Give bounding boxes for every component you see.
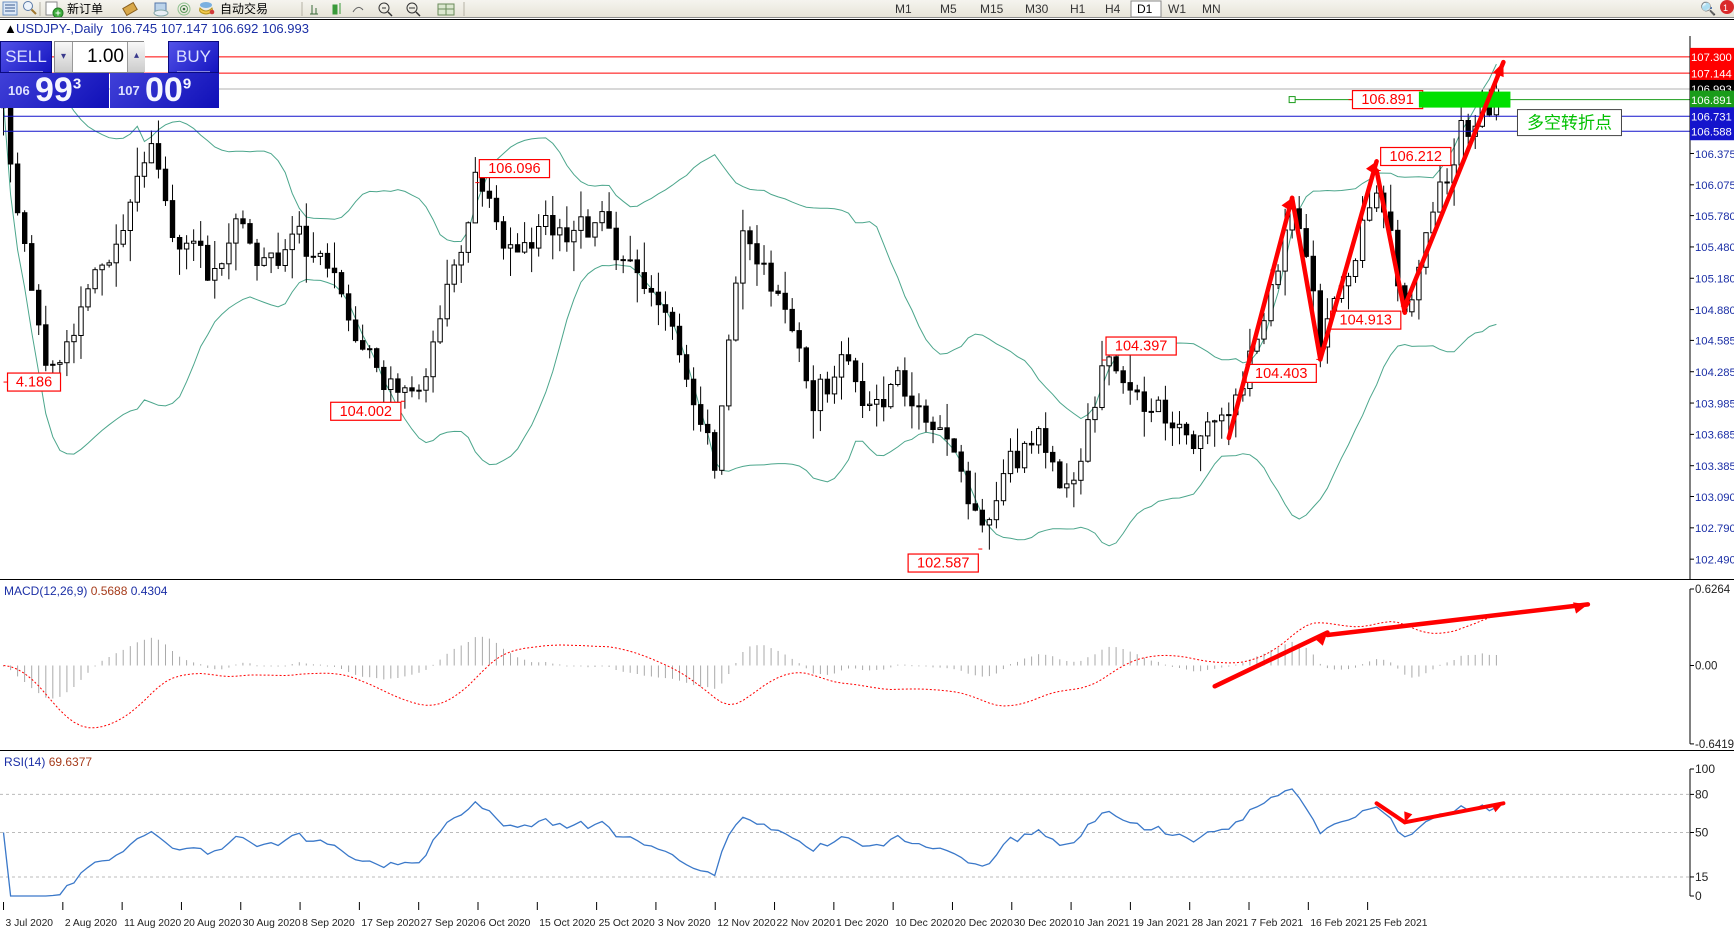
svg-text:102.790: 102.790 <box>1695 523 1734 535</box>
svg-text:2 Aug 2020: 2 Aug 2020 <box>65 918 117 929</box>
svg-text:103.985: 103.985 <box>1695 398 1734 410</box>
svg-text:30 Aug 2020: 30 Aug 2020 <box>243 918 301 929</box>
svg-text:104.913: 104.913 <box>1340 313 1392 329</box>
svg-text:103.385: 103.385 <box>1695 461 1734 473</box>
svg-text:106.588: 106.588 <box>1691 127 1732 139</box>
svg-text:MN: MN <box>1202 2 1221 16</box>
svg-text:D1: D1 <box>1137 2 1153 16</box>
svg-text:106.212: 106.212 <box>1390 149 1442 165</box>
svg-text:28 Jan 2021: 28 Jan 2021 <box>1192 918 1249 929</box>
svg-text:M1: M1 <box>895 2 912 16</box>
svg-text:30 Dec 2020: 30 Dec 2020 <box>1014 918 1073 929</box>
svg-text:15 Oct 2020: 15 Oct 2020 <box>539 918 595 929</box>
svg-text:7 Feb 2021: 7 Feb 2021 <box>1251 918 1303 929</box>
svg-text:100: 100 <box>1695 762 1715 776</box>
svg-text:1: 1 <box>1723 3 1728 13</box>
svg-text:20 Dec 2020: 20 Dec 2020 <box>954 918 1013 929</box>
svg-text:20 Aug 2020: 20 Aug 2020 <box>183 918 241 929</box>
svg-text:104.880: 104.880 <box>1695 305 1734 317</box>
svg-text:11 Aug 2020: 11 Aug 2020 <box>124 918 181 929</box>
svg-text:新订单: 新订单 <box>67 1 103 16</box>
svg-text:-0.6419: -0.6419 <box>1695 739 1734 750</box>
svg-text:27 Sep 2020: 27 Sep 2020 <box>421 918 480 929</box>
svg-text:3 Jul 2020: 3 Jul 2020 <box>6 918 54 929</box>
svg-text:25 Oct 2020: 25 Oct 2020 <box>599 918 655 929</box>
svg-text:W1: W1 <box>1168 2 1186 16</box>
svg-text:H1: H1 <box>1070 2 1086 16</box>
svg-text:80: 80 <box>1695 787 1709 801</box>
svg-text:多空转折点: 多空转折点 <box>1527 114 1612 133</box>
svg-text:105.480: 105.480 <box>1695 242 1734 254</box>
svg-text:M5: M5 <box>940 2 957 16</box>
svg-text:10 Jan 2021: 10 Jan 2021 <box>1073 918 1130 929</box>
svg-text:104.403: 104.403 <box>1255 366 1307 382</box>
svg-text:106.891: 106.891 <box>1691 95 1732 107</box>
svg-text:106.096: 106.096 <box>488 161 540 177</box>
svg-text:16 Feb 2021: 16 Feb 2021 <box>1310 918 1368 929</box>
svg-text:M30: M30 <box>1025 2 1049 16</box>
svg-text:106.891: 106.891 <box>1361 92 1413 108</box>
svg-text:M15: M15 <box>980 2 1004 16</box>
svg-text:50: 50 <box>1695 826 1709 840</box>
svg-text:3 Nov 2020: 3 Nov 2020 <box>658 918 711 929</box>
svg-text:0: 0 <box>1695 889 1702 903</box>
svg-text:19 Jan 2021: 19 Jan 2021 <box>1132 918 1189 929</box>
svg-text:103.090: 103.090 <box>1695 492 1734 504</box>
svg-text:104.397: 104.397 <box>1115 339 1167 355</box>
svg-text:0.00: 0.00 <box>1695 661 1717 673</box>
svg-text:10 Dec 2020: 10 Dec 2020 <box>895 918 954 929</box>
svg-text:104.585: 104.585 <box>1695 336 1734 348</box>
svg-text:105.780: 105.780 <box>1695 211 1734 223</box>
svg-text:15: 15 <box>1695 870 1709 884</box>
svg-text:H4: H4 <box>1105 2 1121 16</box>
svg-text:🔍: 🔍 <box>1700 0 1716 16</box>
svg-text:102.490: 102.490 <box>1695 554 1734 566</box>
svg-text:106.075: 106.075 <box>1695 180 1734 192</box>
svg-text:0.6264: 0.6264 <box>1695 584 1731 596</box>
svg-text:107.300: 107.300 <box>1691 52 1732 64</box>
svg-text:103.685: 103.685 <box>1695 430 1734 442</box>
svg-text:1 Dec 2020: 1 Dec 2020 <box>836 918 889 929</box>
svg-text:12 Nov 2020: 12 Nov 2020 <box>717 918 776 929</box>
svg-text:6 Oct 2020: 6 Oct 2020 <box>480 918 531 929</box>
svg-text:17 Sep 2020: 17 Sep 2020 <box>361 918 420 929</box>
svg-text:105.180: 105.180 <box>1695 274 1734 286</box>
svg-text:106.375: 106.375 <box>1695 149 1734 161</box>
svg-text:106.731: 106.731 <box>1691 112 1732 124</box>
svg-text:104.002: 104.002 <box>340 404 392 420</box>
svg-text:4.186: 4.186 <box>16 375 52 391</box>
svg-text:107.144: 107.144 <box>1691 68 1732 80</box>
svg-text:102.587: 102.587 <box>917 556 969 572</box>
svg-text:自动交易: 自动交易 <box>220 1 268 16</box>
svg-text:8 Sep 2020: 8 Sep 2020 <box>302 918 355 929</box>
svg-text:22 Nov 2020: 22 Nov 2020 <box>777 918 836 929</box>
svg-text:104.285: 104.285 <box>1695 367 1734 379</box>
svg-text:25 Feb 2021: 25 Feb 2021 <box>1370 918 1428 929</box>
